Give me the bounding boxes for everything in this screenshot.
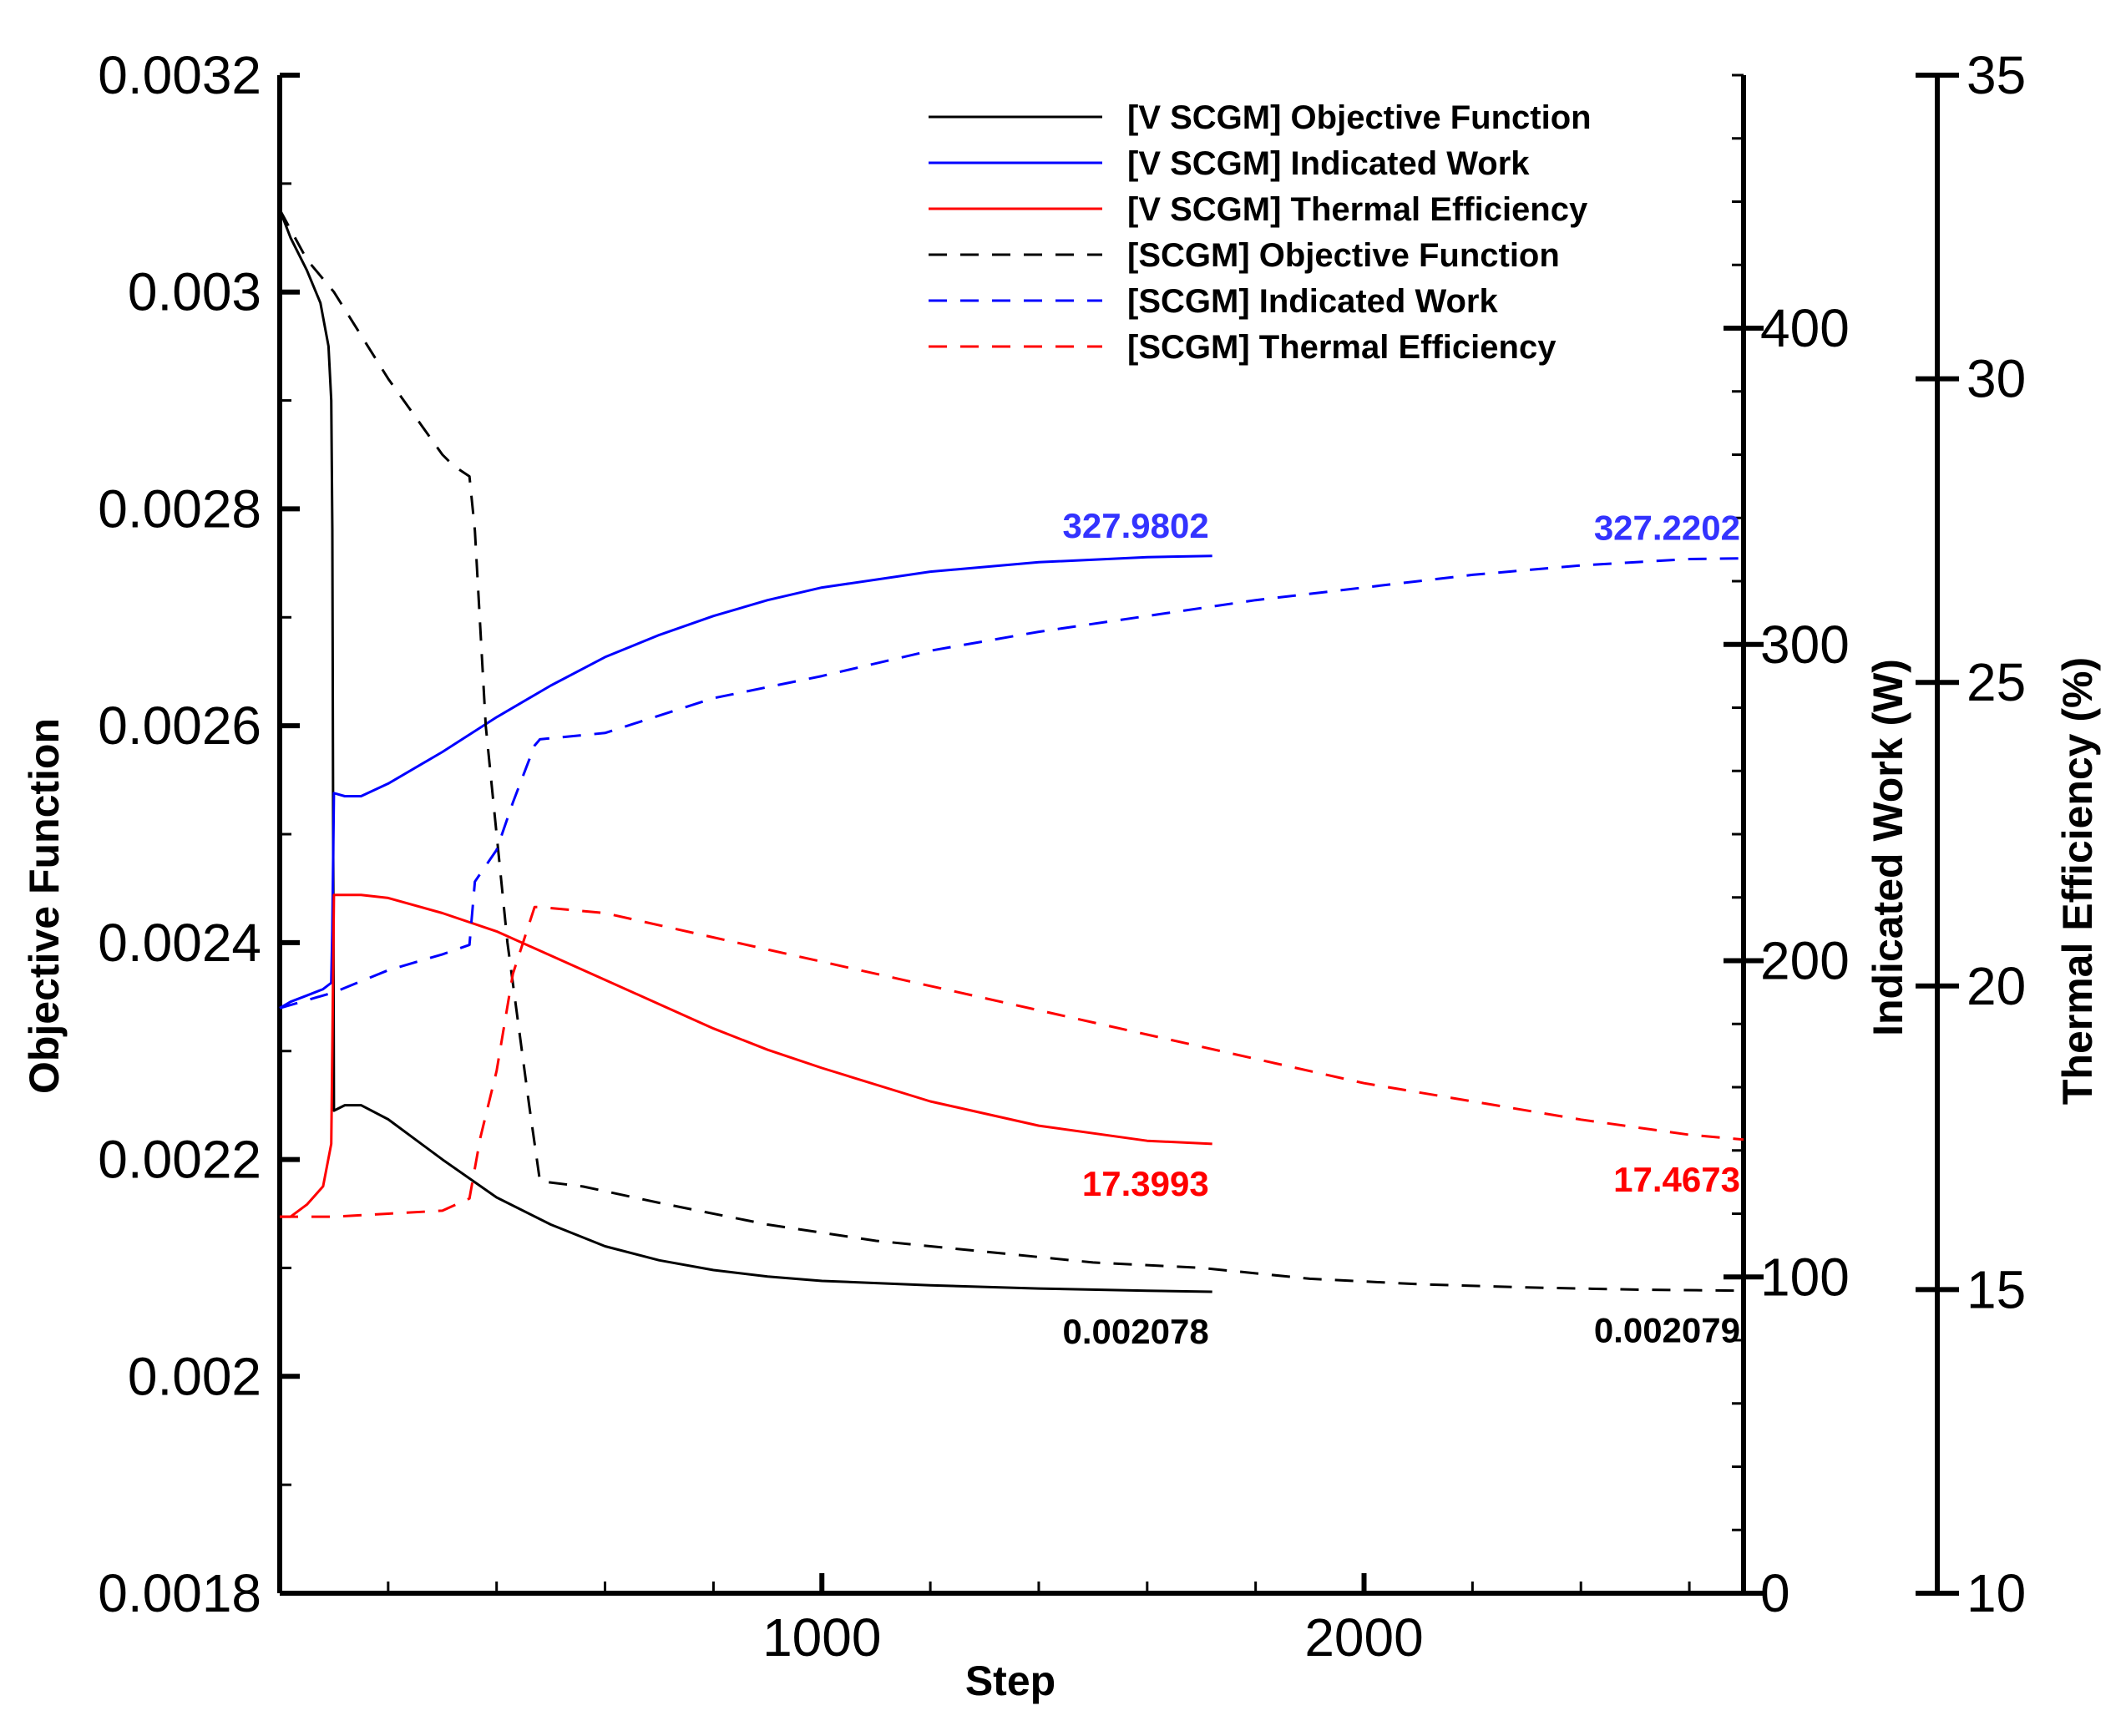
right1-axis-tick-label: 300 xyxy=(1760,615,1850,675)
legend-label-1: [V SCGM] Objective Function xyxy=(1127,99,1592,136)
end-value-label-2: 327.2202 xyxy=(1594,509,1740,548)
right2-axis-tick-label: 15 xyxy=(1967,1259,2026,1319)
series-layer xyxy=(278,209,1744,1293)
left-axis-tick-label: 0.003 xyxy=(128,262,261,322)
end-value-label-4: 17.4673 xyxy=(1613,1160,1740,1199)
x-axis-tick-label: 1000 xyxy=(762,1607,881,1668)
left-axis-tick-label: 0.0018 xyxy=(98,1563,261,1623)
right1-axis-tick-label: 0 xyxy=(1760,1563,1790,1623)
end-labels: 327.9802 327.2202 17.3993 17.4673 0.002078 0.… xyxy=(1063,506,1740,1351)
series-line-4 xyxy=(278,209,1744,1293)
right2-axis-tick-label: 25 xyxy=(1967,652,2026,712)
end-value-label-1: 327.9802 xyxy=(1063,506,1209,545)
legend-label-6: [SCGM] Thermal Efficiency xyxy=(1127,329,1557,366)
right2-axis-title: Thermal Efficiency (%) xyxy=(2054,657,2101,1105)
x-axis-tick-label: 2000 xyxy=(1304,1607,1423,1668)
left-axis-title: Objective Function xyxy=(21,718,68,1094)
series-line-1 xyxy=(278,209,1212,1293)
left-axis-tick-label: 0.002 xyxy=(128,1346,261,1406)
right2-axis-tick-label: 20 xyxy=(1967,956,2026,1016)
left-axis-tick-label: 0.0022 xyxy=(98,1130,261,1190)
left-axis-tick-label: 0.0032 xyxy=(98,45,261,105)
right1-axis-title: Indicated Work (W) xyxy=(1865,659,1911,1036)
left-axis-tick-label: 0.0028 xyxy=(98,478,261,539)
series-line-2 xyxy=(279,554,1212,1010)
legend-label-4: [SCGM] Objective Function xyxy=(1127,237,1560,274)
end-value-label-3: 17.3993 xyxy=(1082,1164,1209,1203)
right2-axis-tick-label: 30 xyxy=(1967,349,2026,409)
left-axis-tick-label: 0.0026 xyxy=(98,696,261,756)
legend-label-3: [V SCGM] Thermal Efficiency xyxy=(1127,191,1588,228)
series-line-6 xyxy=(280,905,1744,1218)
legend: [V SCGM] Objective Function [V SCGM] Indi… xyxy=(929,99,1592,366)
end-value-label-5: 0.002078 xyxy=(1063,1312,1209,1351)
right2-axis-tick-label: 35 xyxy=(1967,45,2026,105)
right1-axis-tick-label: 200 xyxy=(1760,931,1850,991)
left-axis-tick-label: 0.0024 xyxy=(98,913,261,973)
right2-axis-tick-label: 10 xyxy=(1967,1563,2026,1623)
right1-axis-tick-label: 400 xyxy=(1760,298,1850,358)
legend-label-2: [V SCGM] Indicated Work xyxy=(1127,145,1530,182)
series-line-3 xyxy=(280,893,1212,1218)
axes: 0.0018 0.002 0.0022 0.0024 0.0026 0.0028 0.003… xyxy=(98,45,2026,1668)
right1-axis-tick-label: 100 xyxy=(1760,1247,1850,1307)
end-value-label-6: 0.002079 xyxy=(1594,1311,1740,1350)
series-line-5 xyxy=(279,557,1744,1010)
legend-label-5: [SCGM] Indicated Work xyxy=(1127,283,1498,320)
x-axis-title: Step xyxy=(965,1658,1055,1704)
